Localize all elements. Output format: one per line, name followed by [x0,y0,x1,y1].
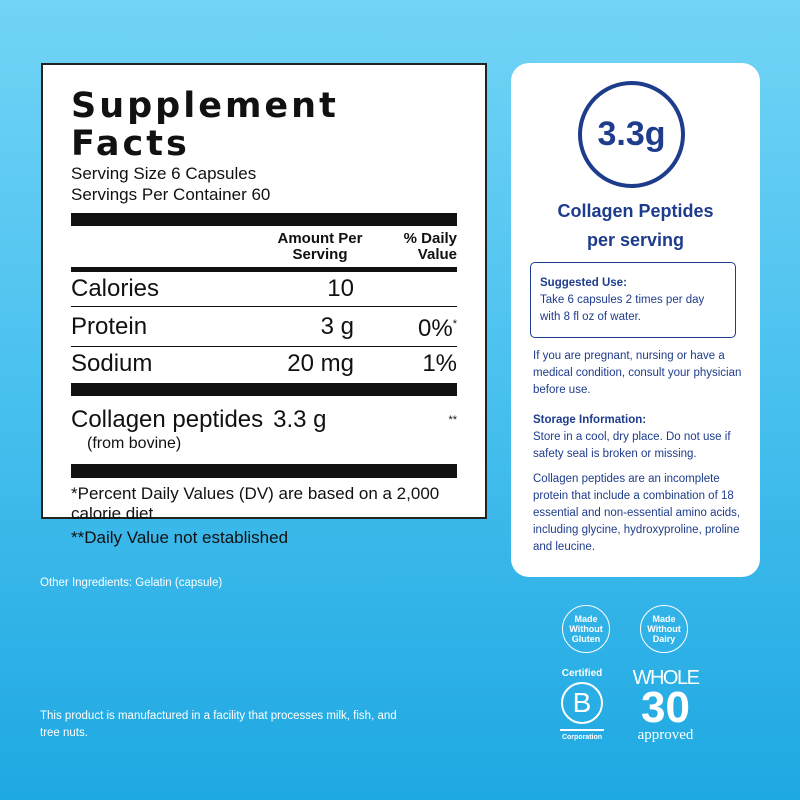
nutrient-row: Calories 10 [71,272,457,307]
card-title: Collagen Peptides per serving [511,197,760,255]
nutrient-amount: 3 g [320,312,354,340]
nutrient-row: Sodium 20 mg 1% [71,347,457,381]
nutrient-name: Protein [71,312,148,340]
footnote-dv: *Percent Daily Values (DV) are based on … [71,484,440,523]
collagen-dv: ** [448,414,457,426]
whole30-number: 30 [641,683,690,732]
nutrient-name: Sodium [71,350,153,377]
suggested-use-box: Suggested Use: Take 6 capsules 2 times pe… [530,262,736,338]
collagen-info: Collagen peptides are an incomplete prot… [533,473,741,553]
suggested-use-text: Take 6 capsules 2 times per day with 8 f… [540,294,705,323]
dairy-free-badge: Made Without Dairy [640,605,688,653]
divider [71,267,457,272]
storage-title: Storage Information: [533,414,647,426]
whole30-approved: approved [637,727,694,743]
collagen-name: Collagen peptides [71,406,264,433]
nutrient-dv: 0%* [354,307,457,346]
divider [71,383,457,396]
gluten-free-badge: Made Without Gluten [562,605,610,653]
suggested-use-title: Suggested Use: [540,277,627,289]
amount-header: Amount Per Serving [277,230,363,263]
whole30-logo: WHOLE 30 approved [628,667,703,743]
collagen-row: Collagen peptides 3.3 g ** [71,396,457,434]
footnote-not-established: **Daily Value not established [71,528,289,547]
card-title-line2: per serving [586,230,685,250]
dv-value: 0% [418,315,453,342]
facts-title: Supplement Facts [71,86,339,164]
nutrient-dv: 1% [422,350,457,377]
collagen-source: (from bovine) [87,435,182,452]
collagen-amount: 3.3 g [273,406,327,433]
supplement-facts-panel: Supplement Facts Serving Size 6 Capsules… [41,63,487,547]
amount-circle: 3.3g [578,81,685,188]
bcorp-logo: Certified B Corporation [552,668,612,741]
divider [71,213,457,226]
column-headers: Amount Per Serving % Daily Value [71,226,457,267]
bcorp-letter: B [561,682,603,724]
nutrient-name: Calories [71,275,160,302]
storage-info: Storage Information: Store in a cool, dry… [533,412,748,463]
other-ingredients: Other Ingredients: Gelatin (capsule) [40,577,223,589]
serving-size: Serving Size 6 Capsules [71,164,257,183]
divider [560,729,604,731]
storage-text: Store in a cool, dry place. Do not use i… [533,431,731,460]
nutrient-row: Protein 3 g 0%* [71,307,457,347]
divider [71,464,457,478]
bcorp-certified: Certified [561,668,603,679]
footnote-mark: * [452,318,457,330]
whole30-word: WHOLE [632,667,700,689]
facility-warning: This product is manufactured in a facili… [40,710,397,739]
servings-per-container: Servings Per Container 60 [71,185,271,204]
card-title-line1: Collagen Peptides [557,201,714,221]
nutrient-amount: 20 mg [287,350,354,377]
info-card: 3.3g Collagen Peptides per serving Sugges… [511,63,760,577]
dv-header: % Daily Value [403,230,457,263]
warning-text: If you are pregnant, nursing or have a m… [533,350,742,396]
bcorp-corporation: Corporation [561,734,603,741]
nutrient-amount: 10 [327,275,354,302]
